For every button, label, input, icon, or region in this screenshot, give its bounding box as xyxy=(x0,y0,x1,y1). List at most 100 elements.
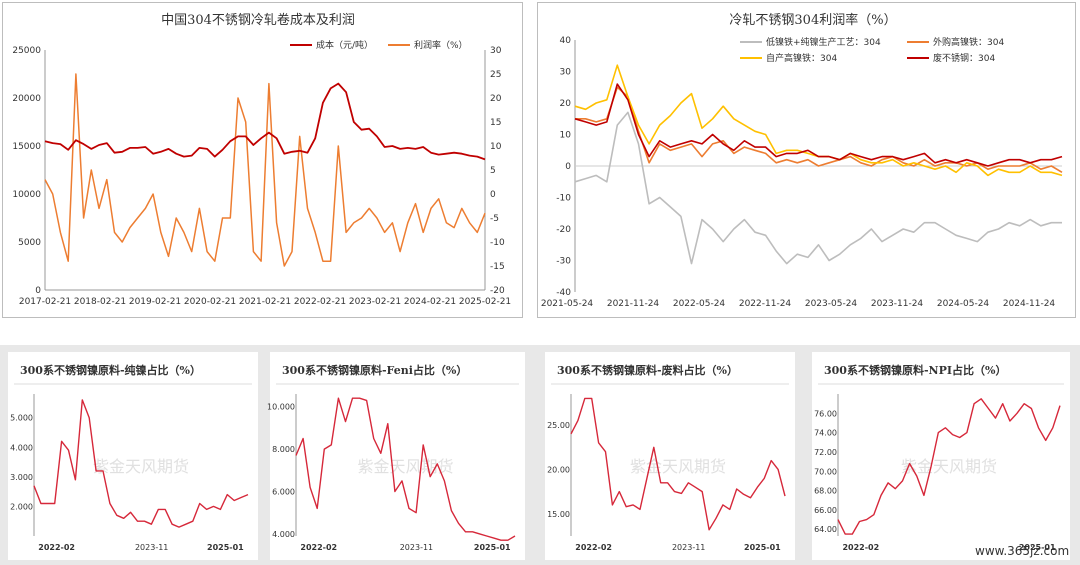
chart-panel-304-profit-rate: 冷轧不锈钢304利润率（%） -40 -30 -20 -10 0 10 20 30 40 2021-… xyxy=(535,0,1080,320)
legend-label: 成本（元/吨） xyxy=(316,39,373,51)
x-tick-label: 2024-02-21 xyxy=(404,297,456,307)
x-tick-label: 2025-01 xyxy=(744,543,781,552)
series-line-scrap xyxy=(574,83,1063,167)
y-tick-label: 3.000 xyxy=(10,473,33,482)
x-tick-label: 2020-02-21 xyxy=(184,297,236,307)
chart-title: 冷轧不锈钢304利润率（%） xyxy=(729,12,896,28)
series-line-purchased-feni xyxy=(575,86,1063,173)
x-tick-label: 2025-01 xyxy=(474,543,511,552)
chart-watermark: 紫金天风期货 xyxy=(93,457,189,476)
y-tick-label: 6.000 xyxy=(272,487,295,496)
x-tick-label: 2025-01 xyxy=(1019,543,1056,552)
y2-tick-label: 10 xyxy=(490,142,502,152)
y-tick-label: 74.00 xyxy=(814,429,837,438)
y-tick-label: 0 xyxy=(35,286,41,296)
y2-tick-label: 20 xyxy=(490,94,502,104)
y2-tick-label: -5 xyxy=(490,214,499,224)
legend-label: 自产高镍铁：304 xyxy=(766,52,837,64)
y-tick-label: 5.000 xyxy=(10,414,33,423)
x-tick-label: 2021-02-21 xyxy=(239,297,291,307)
x-tick-label: 2019-02-21 xyxy=(129,297,181,307)
y-tick-label: 10 xyxy=(560,131,572,141)
y-tick-label: 20.00 xyxy=(547,465,570,474)
chart-title: 300系不锈钢镍原料-NPI占比（%） xyxy=(824,363,1006,377)
series-line-c3 xyxy=(33,399,249,528)
x-tick-label: 2021-05-24 xyxy=(541,299,594,309)
series-line-c6 xyxy=(837,398,1061,535)
x-tick-label: 2022-02 xyxy=(300,543,337,552)
y-tick-label: 20 xyxy=(560,99,572,109)
x-tick-label: 2021-11-24 xyxy=(607,299,660,309)
y2-tick-label: -20 xyxy=(490,286,505,296)
x-tick-label: 2023-11 xyxy=(400,543,433,552)
x-tick-label: 2017-02-21 xyxy=(19,297,71,307)
y2-tick-label: -10 xyxy=(490,238,505,248)
x-tick-label: 2024-11-24 xyxy=(1003,299,1056,309)
y-tick-label: 25000 xyxy=(12,46,41,56)
chart-watermark: 紫金天风期货 xyxy=(630,457,726,476)
x-tick-label: 2022-02 xyxy=(38,543,75,552)
chart-feni-share: 300系不锈钢镍原料-Feni占比（%） 4.000 6.000 8.000 10.00… xyxy=(267,363,519,552)
y-tick-label: 15.00 xyxy=(547,510,570,519)
chart-frame xyxy=(2,2,523,318)
x-tick-label: 2022-02-21 xyxy=(294,297,346,307)
y-tick-label: 4.000 xyxy=(10,443,33,452)
chart-title: 300系不锈钢镍原料-纯镍占比（%） xyxy=(20,363,201,377)
x-tick-label: 2025-02-21 xyxy=(459,297,511,307)
series-line-profit-rate xyxy=(44,73,486,267)
x-tick-label: 2022-11-24 xyxy=(739,299,792,309)
x-tick-label: 2023-05-24 xyxy=(805,299,858,309)
series-line-cost xyxy=(44,82,486,161)
y-tick-label: 4.000 xyxy=(272,530,295,539)
y-tick-label: 10000 xyxy=(12,190,41,200)
x-tick-label: 2025-01 xyxy=(207,543,244,552)
series-line-c4 xyxy=(295,397,516,541)
x-tick-label: 2023-11 xyxy=(672,543,705,552)
x-tick-label: 2023-11 xyxy=(135,543,168,552)
site-watermark: www.365jz.com xyxy=(975,544,1070,558)
y-tick-label: 72.00 xyxy=(814,448,837,457)
y-tick-label: -10 xyxy=(556,194,571,204)
y-tick-label: 2.000 xyxy=(10,502,33,511)
y2-tick-label: 25 xyxy=(490,70,501,80)
y-tick-label: 10.000 xyxy=(267,403,295,412)
chart-watermark: 紫金天风期货 xyxy=(901,457,997,476)
y-tick-label: 76.00 xyxy=(814,409,837,418)
y-tick-label: 20000 xyxy=(12,94,41,104)
x-tick-label: 2024-05-24 xyxy=(937,299,990,309)
legend-label: 低镍铁+纯镍生产工艺：304 xyxy=(766,36,881,48)
series-line-c5 xyxy=(570,397,786,531)
y-tick-label: 70.00 xyxy=(814,467,837,476)
y-tick-label: 66.00 xyxy=(814,506,837,515)
x-tick-label: 2023-11-24 xyxy=(871,299,924,309)
chart-304-profit-rate: 冷轧不锈钢304利润率（%） -40 -30 -20 -10 0 10 20 30 40 2021-… xyxy=(541,12,1063,309)
y-tick-label: 40 xyxy=(560,36,572,46)
chart-panel-npi: 300系不锈钢镍原料-NPI占比（%） 64.00 66.00 68.00 70.00 7… xyxy=(812,352,1070,560)
y2-tick-label: 5 xyxy=(490,166,496,176)
x-tick-label: 2022-02 xyxy=(575,543,612,552)
y2-tick-label: -15 xyxy=(490,262,505,272)
y-tick-label: -20 xyxy=(556,225,571,235)
y-tick-label: 68.00 xyxy=(814,487,837,496)
chart-panel-pure-nickel: 300系不锈钢镍原料-纯镍占比（%） 2.000 3.000 4.000 5.000 20… xyxy=(8,352,258,560)
series-line-low-nickel xyxy=(574,111,1062,265)
x-tick-label: 2022-02 xyxy=(842,543,879,552)
y-tick-label: 64.00 xyxy=(814,525,837,534)
legend-label: 利润率（%） xyxy=(414,39,468,51)
y-tick-label: -30 xyxy=(556,257,571,267)
x-tick-label: 2018-02-21 xyxy=(74,297,126,307)
y-tick-label: 0 xyxy=(565,162,571,172)
chart-pure-nickel-share: 300系不锈钢镍原料-纯镍占比（%） 2.000 3.000 4.000 5.000 20… xyxy=(10,363,252,552)
y-tick-label: 8.000 xyxy=(272,445,295,454)
chart-title: 300系不锈钢镍原料-Feni占比（%） xyxy=(282,363,467,377)
chart-cost-profit: 中国304不锈钢冷轧卷成本及利润 0 5000 10000 15000 20000 2500… xyxy=(12,12,511,307)
y-tick-label: 15000 xyxy=(12,142,41,152)
chart-panel-feni: 300系不锈钢镍原料-Feni占比（%） 4.000 6.000 8.000 10.00… xyxy=(267,352,525,560)
chart-title: 300系不锈钢镍原料-废料占比（%） xyxy=(557,363,738,377)
chart-panel-scrap: 300系不锈钢镍原料-废料占比（%） 15.00 20.00 25.00 2022-02… xyxy=(545,352,795,560)
chart-npi-share: 300系不锈钢镍原料-NPI占比（%） 64.00 66.00 68.00 70.00 7… xyxy=(814,363,1064,552)
chart-frame xyxy=(537,2,1076,318)
y2-tick-label: 0 xyxy=(490,190,496,200)
x-tick-label: 2023-02-21 xyxy=(349,297,401,307)
chart-scrap-share: 300系不锈钢镍原料-废料占比（%） 15.00 20.00 25.00 2022-02… xyxy=(547,363,789,552)
